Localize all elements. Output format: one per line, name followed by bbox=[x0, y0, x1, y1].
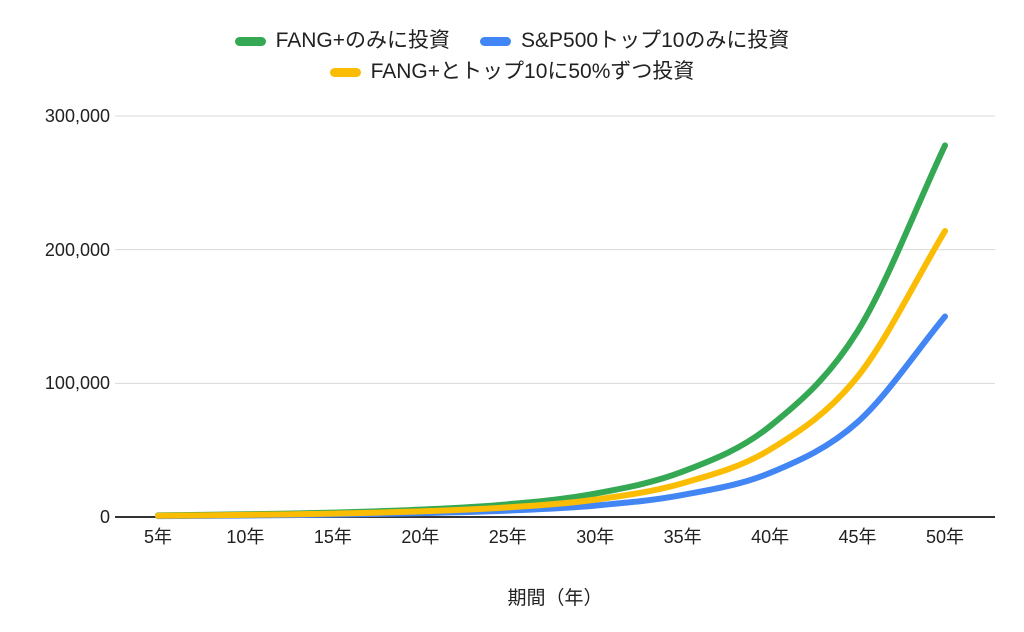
x-axis-label-20: 20年 bbox=[401, 527, 440, 547]
legend-item-sp500-top10-only[interactable]: S&P500トップ10のみに投資 bbox=[480, 26, 789, 56]
series-line-2[interactable] bbox=[155, 228, 948, 519]
legend: FANG+のみに投資 S&P500トップ10のみに投資 FANG+とトップ10に… bbox=[0, 26, 1024, 87]
legend-item-50-50-mix[interactable]: FANG+とトップ10に50%ずつ投資 bbox=[329, 57, 695, 87]
x-axis-title: 期間（年） bbox=[507, 588, 603, 609]
x-axis-label-25: 25年 bbox=[488, 527, 527, 547]
x-axis-label-5: 5年 bbox=[143, 527, 172, 547]
legend-label-fang-only: FANG+のみに投資 bbox=[275, 29, 451, 52]
x-axis-label-40: 40年 bbox=[751, 527, 790, 547]
legend-swatch-blue bbox=[480, 36, 512, 46]
x-axis-label-35: 35年 bbox=[663, 527, 702, 547]
y-axis-label-200000: 200,000 bbox=[44, 239, 110, 260]
series-line-0[interactable] bbox=[155, 142, 948, 519]
x-axis-label-15: 15年 bbox=[313, 527, 352, 547]
legend-swatch-green bbox=[234, 36, 266, 46]
legend-row-2: FANG+とトップ10に50%ずつ投資 bbox=[329, 57, 695, 87]
y-axis-label-300000: 300,000 bbox=[44, 106, 110, 126]
x-axis-label-30: 30年 bbox=[576, 527, 615, 547]
x-axis-label-10: 10年 bbox=[226, 527, 265, 547]
y-axis-label-0: 0 bbox=[99, 507, 110, 527]
legend-item-fang-only[interactable]: FANG+のみに投資 bbox=[234, 26, 451, 56]
series-line-1[interactable] bbox=[155, 313, 948, 520]
x-axis-label-50: 50年 bbox=[925, 527, 965, 547]
x-axis-label-45: 45年 bbox=[838, 527, 877, 547]
legend-row-1: FANG+のみに投資 S&P500トップ10のみに投資 bbox=[234, 26, 789, 56]
y-axis-label-100000: 100,000 bbox=[44, 373, 110, 394]
legend-label-sp500-top10-only: S&P500トップ10のみに投資 bbox=[521, 29, 790, 52]
legend-label-50-50-mix: FANG+とトップ10に50%ずつ投資 bbox=[370, 60, 695, 83]
legend-swatch-yellow bbox=[329, 67, 361, 77]
